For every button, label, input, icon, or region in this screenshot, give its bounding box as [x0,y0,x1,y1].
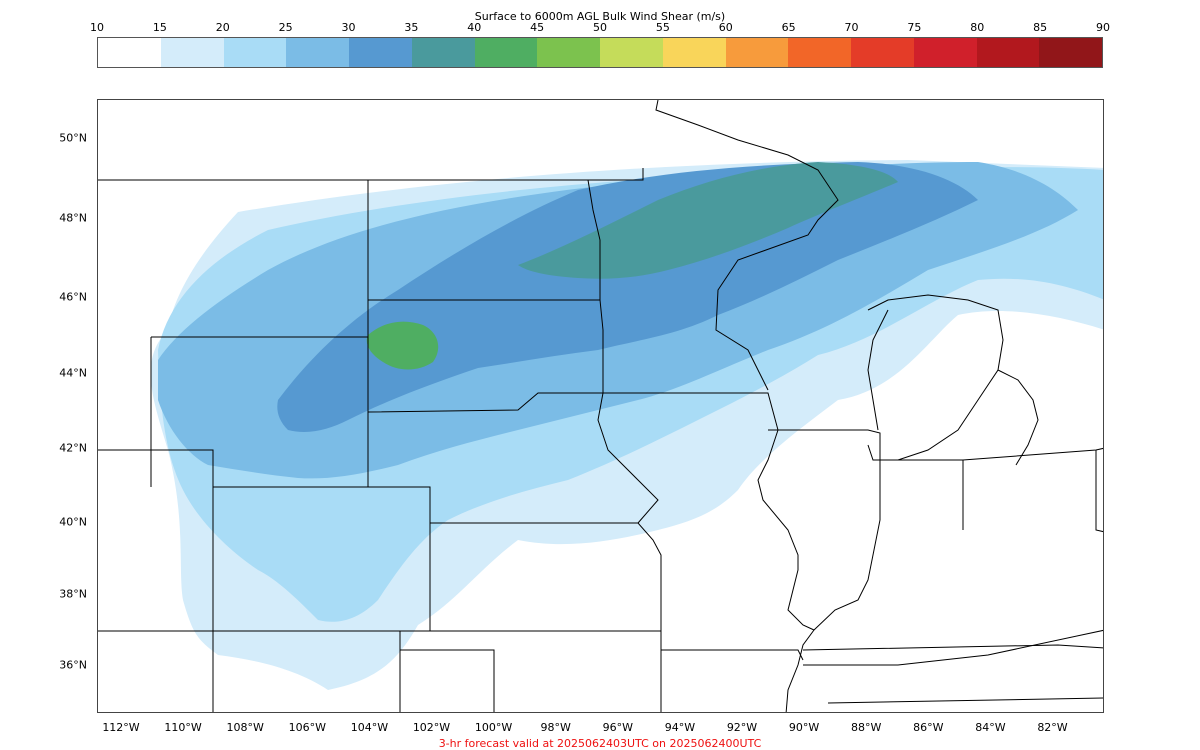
longitude-label: 106°W [288,721,326,734]
colorbar-tick-label: 80 [970,21,985,34]
latitude-label: 48°N [59,211,87,225]
colorbar-cell [788,38,851,67]
longitude-label: 98°W [540,721,571,734]
longitude-label: 110°W [164,721,202,734]
longitude-label: 86°W [913,721,944,734]
colorbar-tick-label: 20 [215,21,230,34]
colorbar-tick-label: 65 [781,21,796,34]
longitude-label: 96°W [602,721,633,734]
colorbar-cell [98,38,161,67]
longitude-label: 102°W [412,721,451,734]
map-canvas [98,100,1103,712]
map-frame [97,99,1104,713]
colorbar-tick-label: 55 [655,21,670,34]
shear-region-teal [518,162,898,279]
colorbar-cell [851,38,914,67]
colorbar-tick-label: 10 [90,21,104,34]
colorbar-cell [537,38,600,67]
colorbar-tick-label: 25 [278,21,293,34]
colorbar-cell [1039,38,1102,67]
colorbar-cell [411,38,475,67]
latitude-label: 40°N [59,515,87,529]
colorbar-cell [286,38,349,67]
shear-region-blue [277,162,978,432]
colorbar [97,37,1103,68]
colorbar-cell [725,38,789,67]
colorbar-tick-label: 15 [152,21,167,34]
colorbar-tick-label: 60 [718,21,733,34]
colorbar-tick-label: 40 [467,21,482,34]
colorbar-cell [913,38,977,67]
colorbar-cell [976,38,1040,67]
state-borders [98,100,1103,712]
longitude-label: 84°W [975,721,1006,734]
colorbar-cell [662,38,726,67]
colorbar-tick-label: 45 [530,21,545,34]
colorbar-tick-label: 70 [844,21,859,34]
longitude-label: 90°W [788,721,820,734]
colorbar-cell [474,38,538,67]
latitude-label: 42°N [59,441,87,455]
longitude-label: 100°W [474,721,513,734]
colorbar-title: Surface to 6000m AGL Bulk Wind Shear (m/… [474,10,726,23]
colorbar-tick-label: 90 [1096,21,1110,34]
colorbar-tick-label: 50 [593,21,607,34]
longitude-label: 112°W [102,721,140,734]
shear-region-green [366,321,439,370]
latitude-label: 38°N [59,587,87,601]
longitude-label: 92°W [726,721,758,734]
colorbar-cell [223,38,287,67]
longitude-label: 82°W [1037,721,1068,734]
latitude-label: 36°N [59,658,87,672]
colorbar-cell [349,38,412,67]
colorbar-tick-label: 85 [1033,21,1048,34]
longitude-label: 108°W [226,721,264,734]
latitude-label: 44°N [59,366,87,380]
latitude-label: 46°N [59,290,87,304]
longitude-label: 104°W [350,721,389,734]
colorbar-cell [160,38,224,67]
colorbar-tick-label: 75 [907,21,922,34]
longitude-label: 94°W [664,721,696,734]
colorbar-cell [600,38,663,67]
colorbar-tick-label: 30 [341,21,356,34]
colorbar-tick-label: 35 [404,21,419,34]
longitude-label: 88°W [851,721,882,734]
latitude-label: 50°N [59,131,87,145]
forecast-footer: 3-hr forecast valid at 2025062403UTC on … [438,737,762,750]
